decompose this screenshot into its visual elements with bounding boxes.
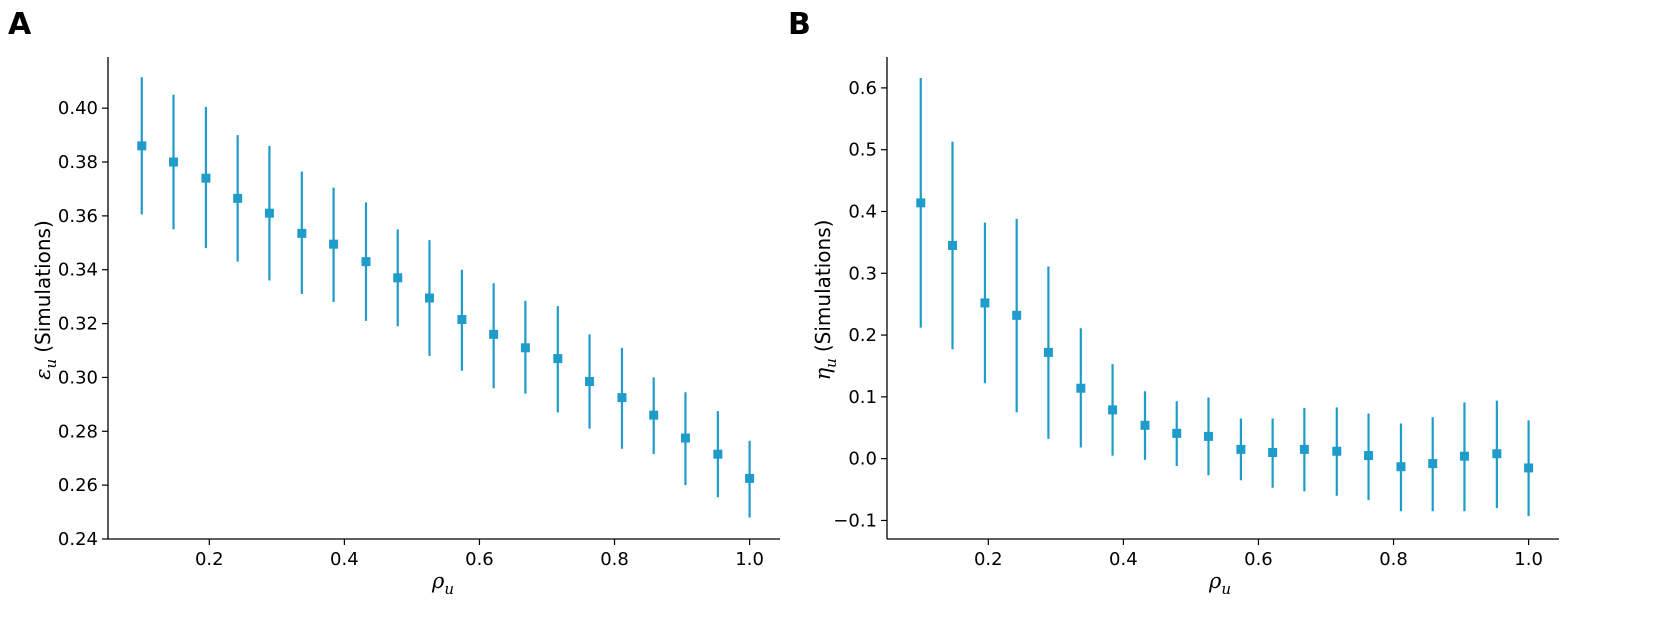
panel-b-data-point [1492,449,1502,459]
panel-a-data-point [233,193,243,203]
panel-b-x-subscript: u [1221,580,1231,598]
panel-a-data-point [680,433,690,443]
panel-b-y-text: (Simulations) [811,220,835,353]
panel-b-y-symbol: η [811,367,835,380]
panel-b-y-tick-label: 0.6 [848,78,877,99]
panel-a-ticks: 0.2 0.4 0.6 0.8 1.0 0.24 0.26 0.28 0.30 0.32 0.34 0… [58,98,764,570]
panel-a-data-point [520,343,530,353]
panel-a-y-tick-label: 0.36 [58,206,98,227]
panel-a-data-point [424,293,434,303]
panel-a-y-tick-label: 0.34 [58,260,98,281]
panel-a-data-point [169,157,179,167]
panel-a-data-point [489,329,499,339]
panel-a-x-tick-label: 0.6 [465,549,494,570]
panel-b-data-point [1203,431,1213,441]
panel-b-y-tick-label: 0.5 [848,140,877,161]
panel-a-y-tick-label: 0.32 [58,314,98,335]
panel-a-data-point [329,239,339,249]
panel-b-x-tick-label: 0.4 [1109,549,1138,570]
panel-a-y-tick-label: 0.24 [58,529,98,550]
panel-b-x-tick-label: 0.8 [1379,549,1408,570]
panel-a-marks [137,77,755,518]
panel-a-x-axis-label: ρu [431,569,454,598]
panel-b-ticks: 0.2 0.4 0.6 0.8 1.0 −0.1 0.0 0.1 0.2 0.3 0.4 0.5 0.6 [833,78,1543,570]
panel-a-x-tick-label: 0.2 [195,549,224,570]
panel-b-data-point [1140,420,1150,430]
panel-a-label: A [8,7,32,42]
panel-a-data-point [393,273,403,283]
panel-b-data-point [1043,347,1053,357]
panel-a-y-tick-label: 0.28 [58,421,98,442]
panel-b-axes [886,57,1559,540]
panel-b-y-subscript: u [822,358,840,368]
panel-b-data-point [980,298,990,308]
panel-b-data-point [1076,383,1086,393]
panel-a-data-point [553,354,563,364]
panel-b-data-point [948,240,958,250]
panel-a-data-point [201,173,211,183]
panel-b-data-point [1108,405,1118,415]
panel-a-x-symbol: ρ [431,569,445,593]
panel-b-data-point [1524,463,1534,473]
panel-b-x-tick-label: 0.2 [974,549,1003,570]
panel-a-x-subscript: u [444,580,454,598]
panel-a-data-point [137,141,147,151]
panel-b-y-tick-label: 0.3 [848,263,877,284]
panel-a-y-tick-label: 0.40 [58,98,98,119]
panel-b-x-symbol: ρ [1208,569,1222,593]
panel-a-data-point [713,449,723,459]
panel-b-y-tick-label: 0.0 [848,449,877,470]
panel-a-data-point [617,393,627,403]
panel-b-x-tick-label: 1.0 [1514,549,1543,570]
panel-a-data-point [585,376,595,386]
panel-a-y-tick-label: 0.30 [58,367,98,388]
panel-b-y-tick-label: 0.4 [848,201,877,222]
panel-b-data-point [1364,451,1374,461]
panel-a-data-point [457,315,467,325]
panel-b-data-point [1268,447,1278,457]
panel-a-y-symbol: ε [31,368,55,379]
panel-a-y-tick-label: 0.38 [58,152,98,173]
panel-a-y-tick-label: 0.26 [58,475,98,496]
panel-b-y-tick-label: 0.2 [848,325,877,346]
panel-a-x-tick-label: 0.8 [600,549,629,570]
panel-b-y-axis-label: ηu (Simulations) [811,220,840,381]
panel-b-x-tick-label: 0.6 [1244,549,1273,570]
panel-a-data-point [745,473,755,483]
panel-b-y-tick-label: 0.1 [848,387,877,408]
panel-a-data-point [264,208,274,218]
panel-a-axes [107,57,780,540]
panel-b-y-tick-label: −0.1 [833,510,877,531]
panel-a-data-point [361,257,371,267]
panel-b-data-point [1299,444,1309,454]
panel-a-data-point [649,410,659,420]
panel-b: B 0.2 0.4 0.6 0.8 1.0−0.10.00.10.20.30.40.50… [788,7,1559,598]
panel-a-y-text: (Simulations) [31,220,55,353]
panel-b-data-point [916,198,926,208]
panel-b-data-point [1332,446,1342,456]
panel-a-data-point [297,228,307,238]
panel-b-data-point [1459,451,1469,461]
panel-b-data-point [1428,459,1438,469]
panel-b-data-point [1396,462,1406,472]
panel-a-x-tick-label: 0.4 [330,549,359,570]
panel-a-y-subscript: u [42,359,60,369]
panel-a-y-axis-label: εu (Simulations) [31,220,60,380]
panel-a: A 0.2 0.4 0.6 0.8 1.0 0.24 0.26 0.28 0.30 0.32 0.3… [8,7,780,598]
panel-a-x-tick-label: 1.0 [735,549,764,570]
panel-b-data-point [1236,444,1246,454]
panel-b-marks [916,78,1534,517]
panel-b-x-axis-label: ρu [1208,569,1231,598]
panel-b-label: B [788,7,811,42]
panel-b-data-point [1012,310,1022,320]
panel-b-data-point [1172,428,1182,438]
